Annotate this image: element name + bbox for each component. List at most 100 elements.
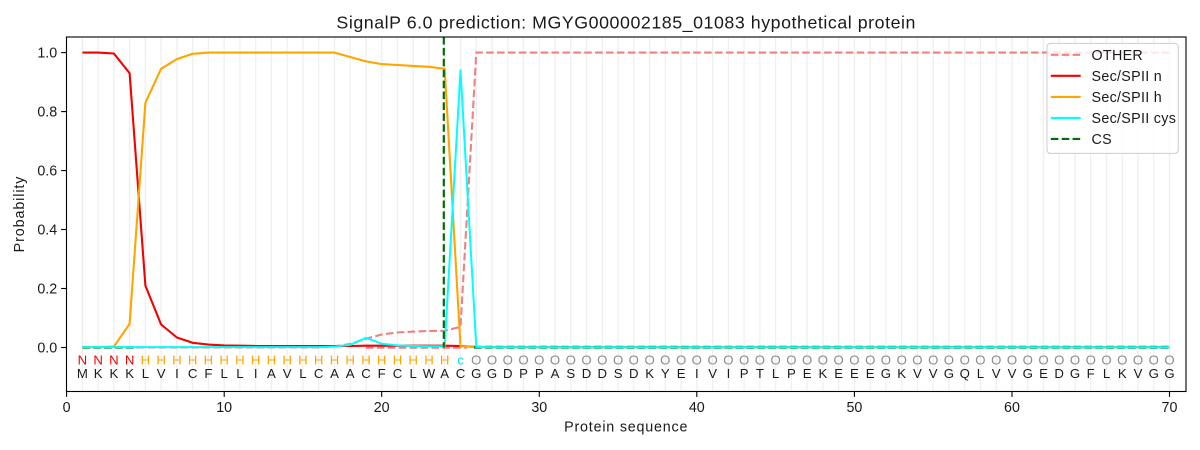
svg-text:O: O <box>833 353 843 368</box>
svg-text:P: P <box>787 366 796 381</box>
svg-text:H: H <box>408 353 418 368</box>
svg-text:A: A <box>440 366 449 381</box>
svg-text:V: V <box>929 366 938 381</box>
svg-text:Sec/SPII cys: Sec/SPII cys <box>1092 111 1177 127</box>
svg-text:30: 30 <box>531 400 547 416</box>
svg-text:H: H <box>298 353 308 368</box>
svg-text:O: O <box>1038 353 1048 368</box>
svg-text:O: O <box>1054 353 1064 368</box>
svg-text:O: O <box>881 353 891 368</box>
svg-text:10: 10 <box>216 400 232 416</box>
svg-text:50: 50 <box>846 400 862 416</box>
svg-text:O: O <box>518 353 528 368</box>
svg-text:H: H <box>219 353 229 368</box>
svg-text:L: L <box>299 366 306 381</box>
svg-text:Q: Q <box>960 366 970 381</box>
svg-text:P: P <box>519 366 528 381</box>
svg-text:H: H <box>141 353 151 368</box>
svg-text:A: A <box>267 366 276 381</box>
svg-text:C: C <box>188 366 198 381</box>
svg-text:A: A <box>346 366 355 381</box>
svg-text:c: c <box>457 353 464 368</box>
svg-text:CS: CS <box>1092 132 1112 148</box>
svg-text:A: A <box>330 366 339 381</box>
svg-text:C: C <box>456 366 466 381</box>
svg-text:O: O <box>897 353 907 368</box>
svg-text:70: 70 <box>1162 400 1178 416</box>
svg-text:F: F <box>204 366 212 381</box>
svg-text:O: O <box>1101 353 1111 368</box>
svg-text:E: E <box>803 366 812 381</box>
svg-text:G: G <box>1023 366 1033 381</box>
svg-text:0.4: 0.4 <box>37 223 57 239</box>
svg-text:G: G <box>487 366 497 381</box>
svg-text:G: G <box>471 366 481 381</box>
svg-text:H: H <box>330 353 340 368</box>
svg-text:N: N <box>125 353 135 368</box>
svg-text:H: H <box>440 353 450 368</box>
svg-text:H: H <box>345 353 355 368</box>
svg-text:N: N <box>78 353 88 368</box>
svg-text:O: O <box>1149 353 1159 368</box>
svg-text:O: O <box>629 353 639 368</box>
svg-text:O: O <box>597 353 607 368</box>
svg-text:SignalP 6.0 prediction: MGYG00: SignalP 6.0 prediction: MGYG000002185_01… <box>336 13 916 34</box>
svg-text:H: H <box>282 353 292 368</box>
svg-text:O: O <box>1164 353 1174 368</box>
svg-text:L: L <box>977 366 984 381</box>
svg-text:H: H <box>361 353 371 368</box>
svg-text:Y: Y <box>661 366 670 381</box>
svg-text:O: O <box>566 353 576 368</box>
svg-text:K: K <box>94 366 103 381</box>
svg-text:K: K <box>645 366 654 381</box>
svg-text:Probability: Probability <box>12 176 28 253</box>
svg-text:O: O <box>912 353 922 368</box>
svg-text:O: O <box>786 353 796 368</box>
svg-text:0: 0 <box>63 400 71 416</box>
svg-text:1.0: 1.0 <box>37 46 57 62</box>
svg-text:D: D <box>503 366 513 381</box>
svg-text:D: D <box>598 366 608 381</box>
svg-text:O: O <box>928 353 938 368</box>
svg-text:F: F <box>1087 366 1095 381</box>
svg-text:K: K <box>1118 366 1127 381</box>
svg-text:H: H <box>314 353 324 368</box>
svg-text:60: 60 <box>1004 400 1020 416</box>
svg-text:0.8: 0.8 <box>37 105 57 121</box>
svg-text:K: K <box>897 366 906 381</box>
svg-text:O: O <box>660 353 670 368</box>
svg-text:M: M <box>77 366 88 381</box>
svg-text:D: D <box>582 366 592 381</box>
svg-text:H: H <box>393 353 403 368</box>
svg-text:O: O <box>534 353 544 368</box>
svg-text:V: V <box>1008 366 1017 381</box>
svg-text:H: H <box>251 353 261 368</box>
svg-text:K: K <box>110 366 119 381</box>
svg-text:P: P <box>535 366 544 381</box>
svg-text:L: L <box>772 366 779 381</box>
svg-text:O: O <box>487 353 497 368</box>
svg-text:E: E <box>1039 366 1048 381</box>
svg-text:K: K <box>125 366 134 381</box>
svg-text:0.6: 0.6 <box>37 164 57 180</box>
svg-text:E: E <box>677 366 686 381</box>
svg-text:O: O <box>975 353 985 368</box>
svg-text:H: H <box>156 353 166 368</box>
svg-text:H: H <box>204 353 214 368</box>
svg-text:O: O <box>692 353 702 368</box>
svg-text:O: O <box>723 353 733 368</box>
svg-text:V: V <box>992 366 1001 381</box>
svg-text:G: G <box>1164 366 1174 381</box>
svg-text:O: O <box>707 353 717 368</box>
svg-text:I: I <box>175 366 179 381</box>
svg-text:N: N <box>109 353 119 368</box>
svg-text:20: 20 <box>374 400 390 416</box>
svg-text:O: O <box>991 353 1001 368</box>
svg-text:Sec/SPII h: Sec/SPII h <box>1092 90 1163 106</box>
svg-text:O: O <box>581 353 591 368</box>
svg-text:D: D <box>1054 366 1064 381</box>
svg-text:H: H <box>172 353 182 368</box>
svg-text:L: L <box>142 366 149 381</box>
svg-text:O: O <box>550 353 560 368</box>
svg-text:I: I <box>727 366 731 381</box>
